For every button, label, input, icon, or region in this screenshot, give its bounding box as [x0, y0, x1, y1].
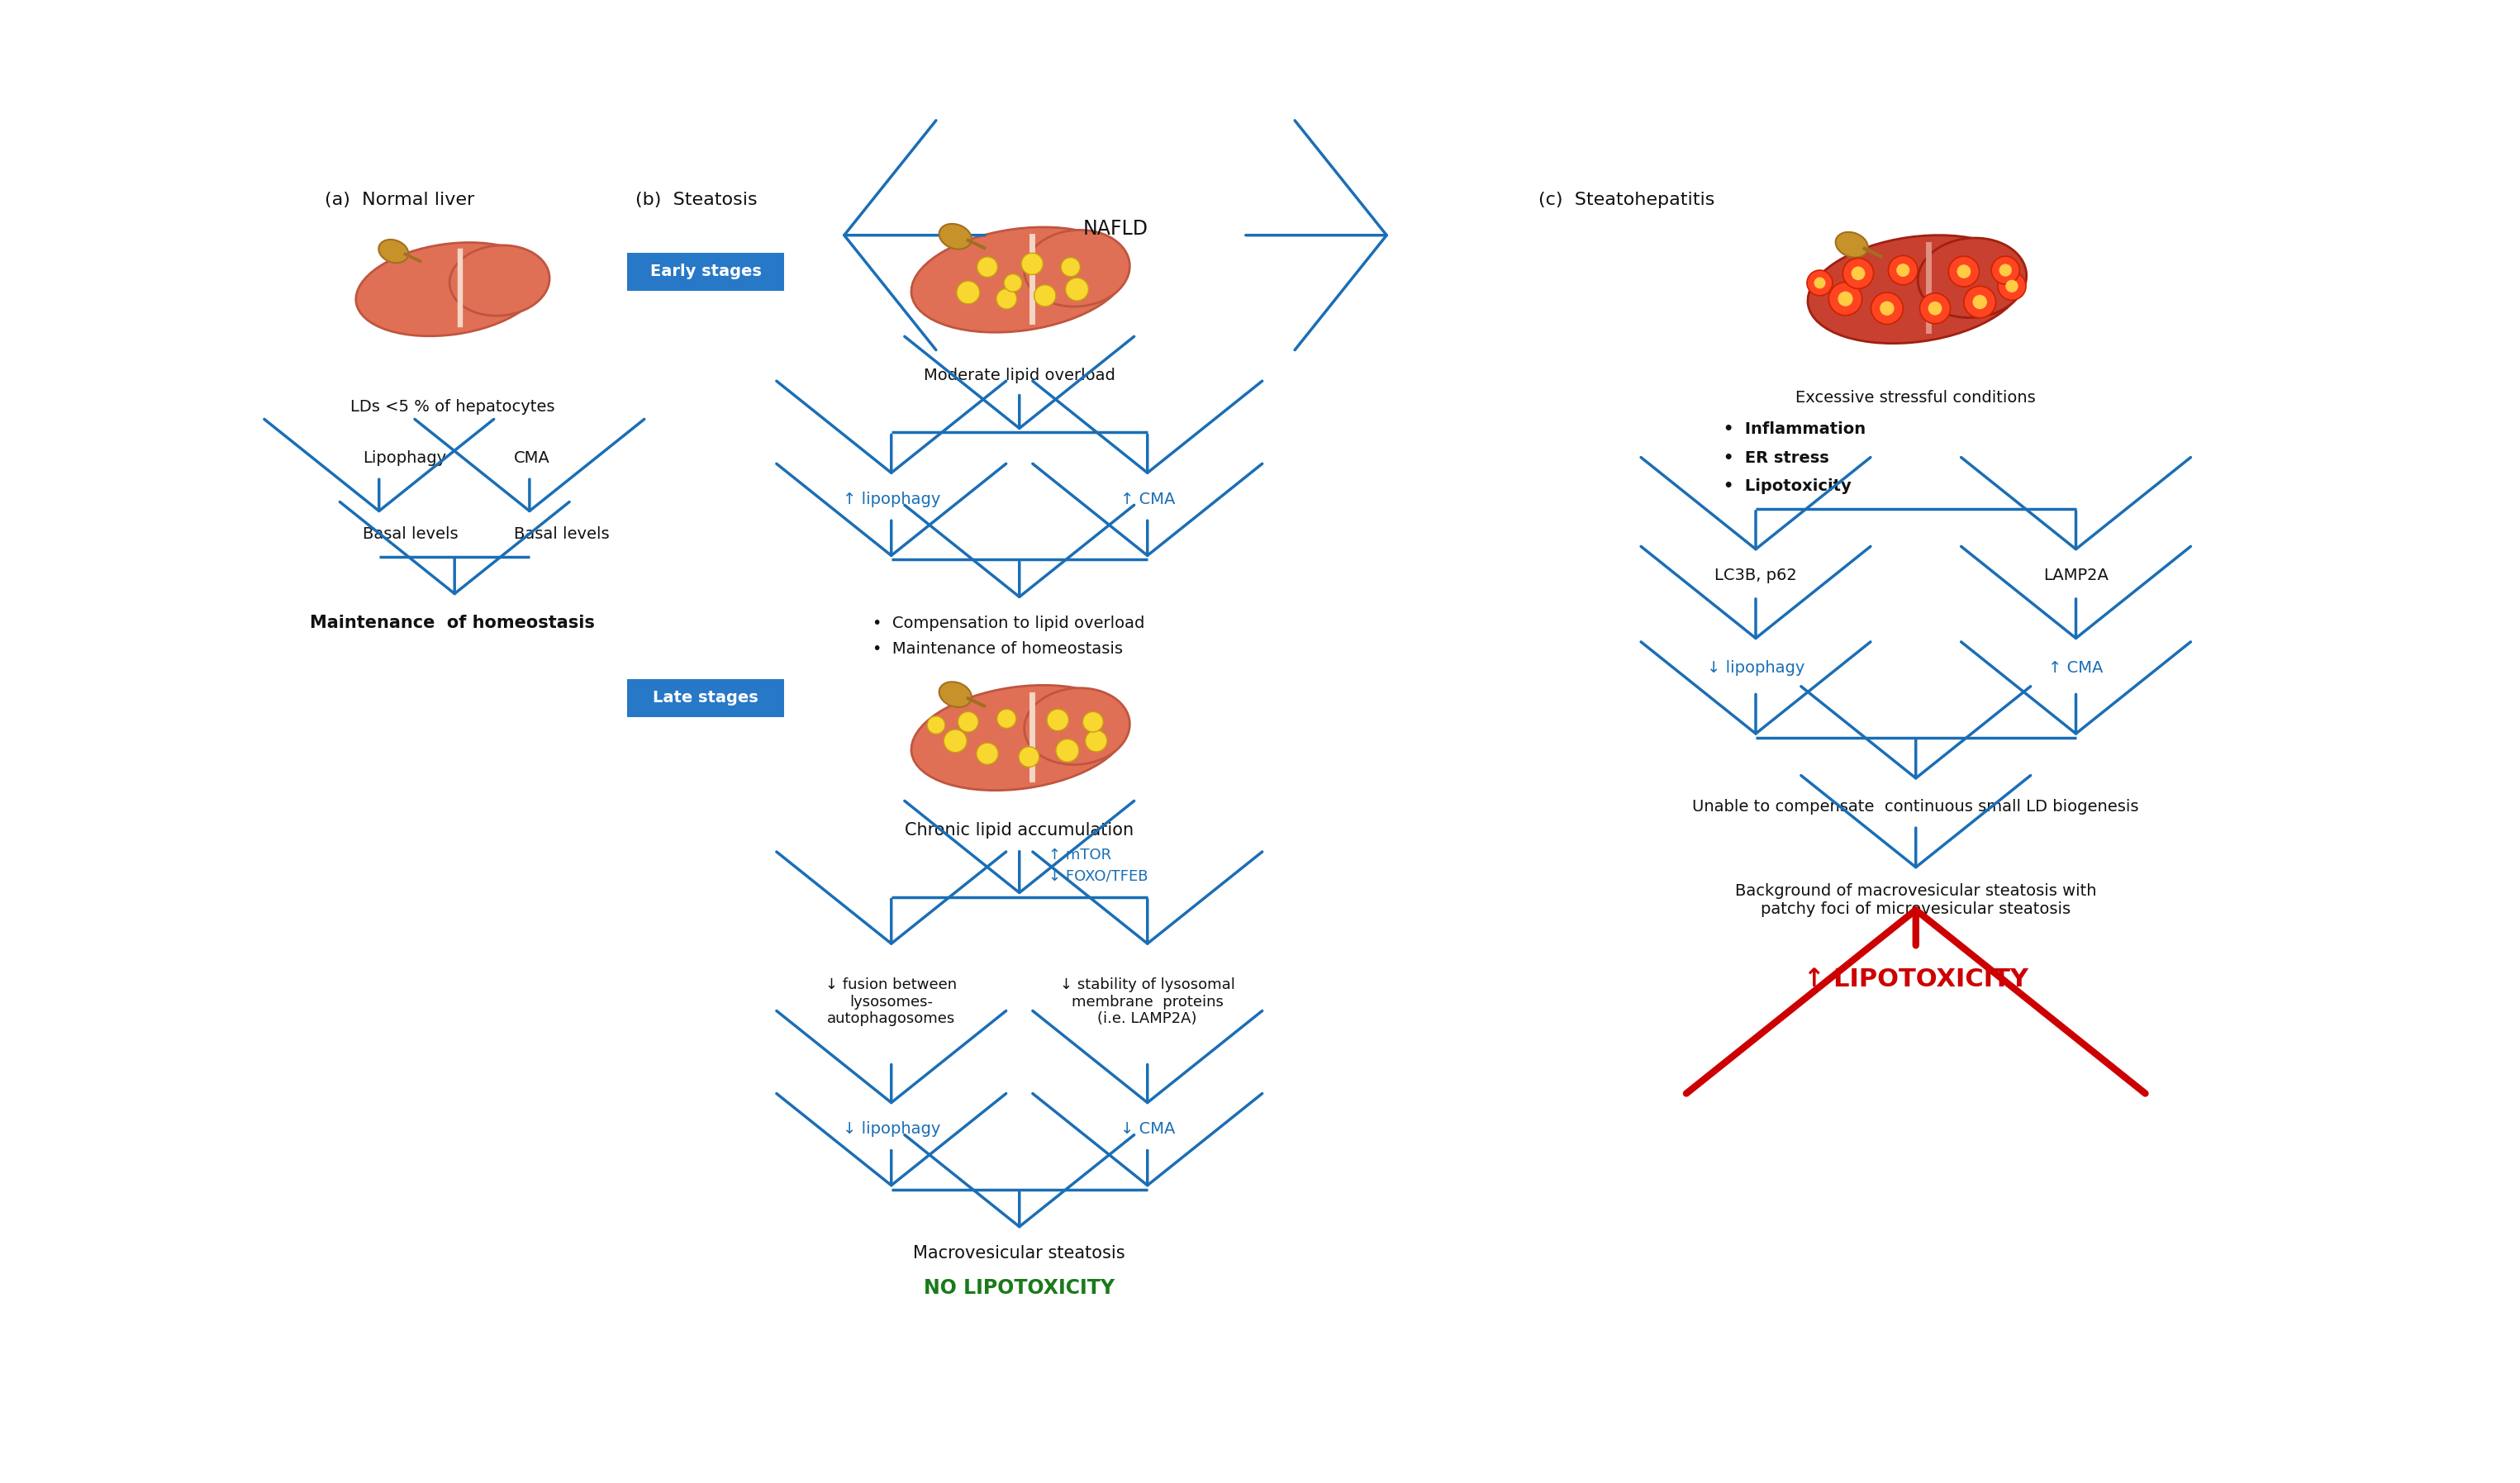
Text: Early stages: Early stages — [650, 264, 761, 280]
Circle shape — [1056, 739, 1079, 762]
Circle shape — [1066, 277, 1089, 301]
Text: ↑ LIPOTOXICITY: ↑ LIPOTOXICITY — [1804, 967, 2029, 992]
FancyBboxPatch shape — [627, 679, 784, 716]
Text: ↑ lipophagy: ↑ lipophagy — [842, 491, 940, 507]
Circle shape — [958, 280, 980, 304]
Circle shape — [2006, 280, 2019, 292]
Ellipse shape — [1023, 688, 1129, 765]
Text: LAMP2A: LAMP2A — [2044, 568, 2109, 583]
Text: ↓ FOXO/TFEB: ↓ FOXO/TFEB — [1048, 869, 1147, 884]
Text: LDs <5 % of hepatocytes: LDs <5 % of hepatocytes — [350, 399, 554, 415]
Ellipse shape — [378, 240, 408, 262]
Text: NAFLD: NAFLD — [1084, 219, 1149, 239]
Text: Chronic lipid accumulation: Chronic lipid accumulation — [905, 822, 1134, 838]
Ellipse shape — [1835, 231, 1867, 258]
Text: CMA: CMA — [514, 449, 549, 466]
FancyBboxPatch shape — [627, 254, 784, 291]
Circle shape — [1973, 295, 1988, 308]
Circle shape — [1870, 292, 1903, 325]
Circle shape — [1086, 730, 1106, 752]
Text: •  Compensation to lipid overload: • Compensation to lipid overload — [872, 615, 1144, 632]
Text: Macrovesicular steatosis: Macrovesicular steatosis — [912, 1244, 1126, 1262]
Circle shape — [1018, 746, 1038, 767]
Text: •  Inflammation: • Inflammation — [1724, 421, 1865, 437]
Circle shape — [1852, 267, 1865, 280]
Ellipse shape — [449, 245, 549, 316]
Circle shape — [1998, 264, 2011, 276]
Circle shape — [1880, 301, 1895, 316]
Text: ↓ fusion between
lysosomes-
autophagosomes: ↓ fusion between lysosomes- autophagosom… — [827, 977, 958, 1026]
Ellipse shape — [1023, 230, 1129, 307]
Circle shape — [1998, 271, 2026, 300]
Text: ↓ lipophagy: ↓ lipophagy — [842, 1121, 940, 1137]
Circle shape — [1033, 285, 1056, 307]
Text: Basal levels: Basal levels — [514, 526, 610, 543]
Text: (b)  Steatosis: (b) Steatosis — [635, 191, 756, 209]
Circle shape — [1898, 264, 1910, 277]
Ellipse shape — [940, 682, 973, 707]
Circle shape — [978, 257, 998, 277]
Text: ↓ lipophagy: ↓ lipophagy — [1706, 660, 1804, 676]
Text: Unable to compensate  continuous small LD biogenesis: Unable to compensate continuous small LD… — [1693, 799, 2139, 814]
Text: (c)  Steatohepatitis: (c) Steatohepatitis — [1537, 191, 1714, 209]
Circle shape — [958, 712, 978, 733]
Text: •  Maintenance of homeostasis: • Maintenance of homeostasis — [872, 641, 1121, 657]
Text: NO LIPOTOXICITY: NO LIPOTOXICITY — [925, 1278, 1114, 1298]
Circle shape — [1837, 291, 1852, 307]
Text: ↓ CMA: ↓ CMA — [1119, 1121, 1174, 1137]
Circle shape — [1830, 282, 1862, 316]
Circle shape — [1003, 274, 1023, 292]
Ellipse shape — [912, 685, 1126, 790]
Circle shape — [1061, 258, 1081, 276]
Text: Basal levels: Basal levels — [363, 526, 459, 543]
Text: ↑ mTOR: ↑ mTOR — [1048, 848, 1111, 863]
Circle shape — [1814, 277, 1824, 289]
Ellipse shape — [940, 224, 973, 249]
Circle shape — [927, 716, 945, 734]
Circle shape — [1963, 286, 1996, 317]
Circle shape — [1084, 712, 1104, 733]
Ellipse shape — [355, 243, 542, 337]
Text: ↓ stability of lysosomal
membrane  proteins
(i.e. LAMP2A): ↓ stability of lysosomal membrane protei… — [1061, 977, 1235, 1026]
Circle shape — [1807, 270, 1832, 295]
Circle shape — [998, 709, 1016, 728]
Circle shape — [1046, 709, 1068, 731]
Ellipse shape — [912, 227, 1126, 332]
Text: •  ER stress: • ER stress — [1724, 449, 1830, 466]
Circle shape — [1991, 257, 2019, 285]
Circle shape — [1928, 301, 1943, 316]
Circle shape — [945, 730, 968, 752]
Circle shape — [995, 289, 1016, 308]
Text: Moderate lipid overload: Moderate lipid overload — [922, 368, 1116, 383]
Circle shape — [1948, 257, 1978, 286]
Circle shape — [1920, 294, 1950, 323]
Circle shape — [1842, 258, 1872, 289]
Ellipse shape — [1918, 237, 2026, 317]
Text: Late stages: Late stages — [653, 690, 759, 706]
Text: Excessive stressful conditions: Excessive stressful conditions — [1797, 390, 2036, 405]
Text: Background of macrovesicular steatosis with
patchy foci of microvesicular steato: Background of macrovesicular steatosis w… — [1736, 882, 2097, 916]
Text: Maintenance  of homeostasis: Maintenance of homeostasis — [310, 615, 595, 632]
Text: ↑ CMA: ↑ CMA — [2049, 660, 2104, 676]
Circle shape — [975, 743, 998, 765]
Circle shape — [1021, 254, 1043, 274]
Text: •  Lipotoxicity: • Lipotoxicity — [1724, 479, 1852, 494]
Circle shape — [1887, 255, 1918, 285]
Circle shape — [1958, 264, 1971, 279]
Text: Lipophagy: Lipophagy — [363, 449, 446, 466]
Text: LC3B, p62: LC3B, p62 — [1714, 568, 1797, 583]
Ellipse shape — [1807, 236, 2024, 344]
Text: (a)  Normal liver: (a) Normal liver — [325, 191, 474, 209]
Text: ↑ CMA: ↑ CMA — [1119, 491, 1174, 507]
